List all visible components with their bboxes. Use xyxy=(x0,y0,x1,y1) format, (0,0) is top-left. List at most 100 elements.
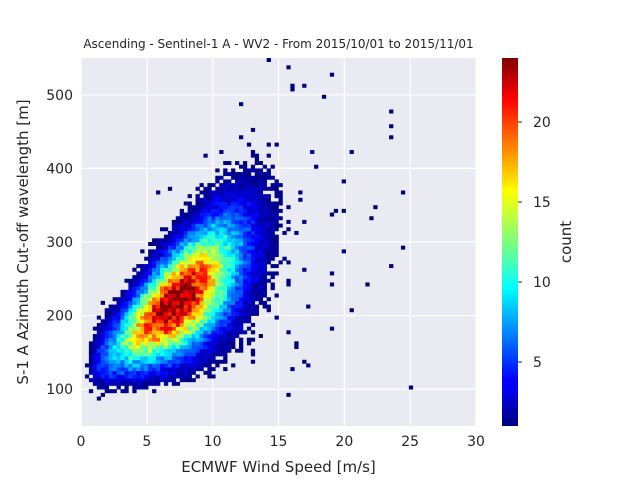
heatmap-cell xyxy=(124,297,129,302)
heatmap-cell xyxy=(235,245,240,250)
heatmap-cell xyxy=(191,352,196,357)
heatmap-cell xyxy=(187,374,192,379)
heatmap-cell xyxy=(211,219,216,224)
heatmap-cell xyxy=(219,352,224,357)
heatmap-cell xyxy=(132,278,137,283)
heatmap-cell xyxy=(163,249,169,254)
heatmap-cell xyxy=(246,208,252,213)
heatmap-cell xyxy=(163,363,169,368)
heatmap-cell xyxy=(183,326,188,331)
heatmap-cell xyxy=(96,356,102,361)
heatmap-cell xyxy=(199,249,204,254)
heatmap-cell xyxy=(223,367,228,372)
heatmap-cell xyxy=(187,293,192,298)
heatmap-cell xyxy=(223,359,228,364)
heatmap-cell xyxy=(195,330,200,335)
heatmap-cell xyxy=(211,348,216,353)
heatmap-cell xyxy=(262,172,267,177)
heatmap-cell xyxy=(183,245,188,250)
heatmap-cells xyxy=(84,58,414,401)
heatmap-cell xyxy=(175,341,181,346)
heatmap-cell xyxy=(231,345,236,350)
heatmap-cell xyxy=(124,304,129,309)
heatmap-cell xyxy=(242,161,248,166)
heatmap-cell xyxy=(152,275,157,280)
heatmap-cell xyxy=(250,183,256,188)
heatmap-cell xyxy=(294,230,299,235)
heatmap-cell xyxy=(128,308,133,313)
heatmap-cell xyxy=(191,300,196,305)
heatmap-cell xyxy=(215,352,220,357)
heatmap-cell xyxy=(144,282,149,287)
heatmap-cell xyxy=(144,363,149,368)
heatmap-cell xyxy=(160,286,165,291)
heatmap-cell xyxy=(148,311,153,316)
heatmap-cell xyxy=(191,341,196,346)
heatmap-cell xyxy=(187,227,192,232)
heatmap-cell xyxy=(104,370,109,375)
heatmap-cell xyxy=(250,153,256,158)
heatmap-cell xyxy=(227,330,232,335)
heatmap-cell xyxy=(120,304,125,309)
heatmap-cell xyxy=(262,271,267,276)
x-tick-label: 20 xyxy=(335,434,353,450)
heatmap-cell xyxy=(227,179,232,184)
heatmap-cell xyxy=(235,179,240,184)
heatmap-cell xyxy=(215,205,220,210)
heatmap-cell xyxy=(239,194,244,199)
heatmap-cell xyxy=(191,370,196,375)
heatmap-cell xyxy=(183,330,188,335)
heatmap-cell xyxy=(235,264,240,269)
heatmap-cell xyxy=(274,186,279,191)
heatmap-cell xyxy=(211,223,216,228)
heatmap-cell xyxy=(96,363,102,368)
heatmap-cell xyxy=(183,256,188,261)
heatmap-cell xyxy=(223,300,228,305)
heatmap-cell xyxy=(160,341,165,346)
heatmap-cell xyxy=(270,271,275,276)
heatmap-cell xyxy=(140,334,145,338)
heatmap-cell xyxy=(258,230,263,235)
heatmap-cell xyxy=(187,363,192,368)
heatmap-cell xyxy=(215,230,220,235)
heatmap-cell xyxy=(132,326,137,331)
heatmap-cell xyxy=(250,271,256,276)
heatmap-cell xyxy=(191,208,196,213)
heatmap-cell xyxy=(187,334,192,338)
heatmap-cell xyxy=(144,289,149,294)
heatmap-cell xyxy=(219,256,224,261)
heatmap-cell xyxy=(223,201,228,206)
heatmap-cell xyxy=(148,374,153,379)
heatmap-cell xyxy=(211,367,216,372)
heatmap-cell xyxy=(112,374,117,379)
heatmap-cell xyxy=(167,367,173,372)
heatmap-cell xyxy=(195,348,200,353)
heatmap-cell xyxy=(278,183,283,188)
heatmap-cell xyxy=(191,356,196,361)
heatmap-cell xyxy=(195,264,200,269)
heatmap-cell xyxy=(246,264,252,269)
heatmap-cell xyxy=(179,322,184,327)
heatmap-cell xyxy=(152,374,157,379)
heatmap-cell xyxy=(175,275,181,280)
heatmap-cell xyxy=(175,238,181,243)
heatmap-cell xyxy=(136,297,141,302)
heatmap-cell xyxy=(246,242,252,246)
heatmap-cell xyxy=(183,297,188,302)
heatmap-cell xyxy=(112,326,117,331)
heatmap-cell xyxy=(167,253,173,258)
heatmap-cell xyxy=(227,311,232,316)
heatmap-cell xyxy=(250,282,256,287)
heatmap-cell xyxy=(191,297,196,302)
heatmap-cell xyxy=(286,260,291,265)
heatmap-cell xyxy=(246,256,252,261)
heatmap-cell xyxy=(179,216,184,221)
heatmap-cell xyxy=(171,282,177,287)
heatmap-cell xyxy=(215,253,220,258)
heatmap-cell xyxy=(254,179,260,184)
heatmap-cell xyxy=(211,278,216,283)
heatmap-cell xyxy=(302,359,307,364)
heatmap-cell xyxy=(211,208,216,213)
heatmap-cell xyxy=(246,315,252,320)
heatmap-cell xyxy=(112,389,117,394)
